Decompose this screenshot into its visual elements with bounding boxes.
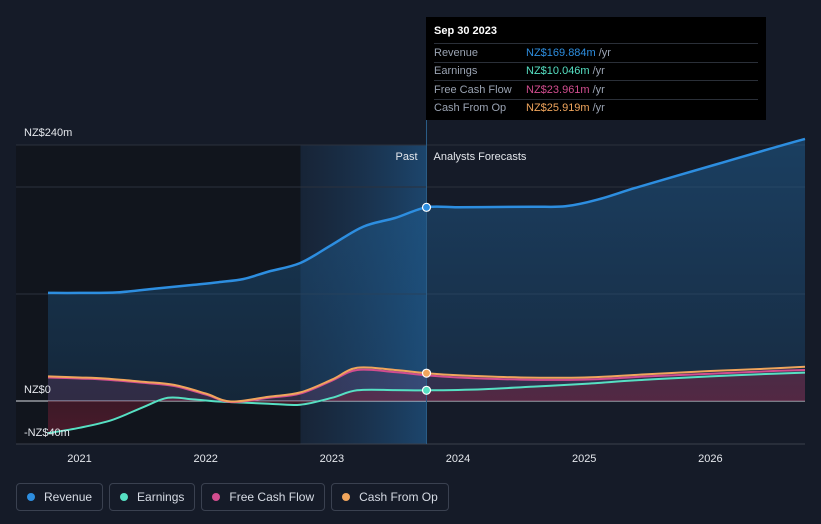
x-tick-2026: 2026	[698, 453, 722, 465]
highlight-dot-cash-from-op	[421, 368, 432, 378]
tooltip-value: NZ$10.046m	[526, 65, 590, 78]
series-line-revenue	[47, 137, 806, 295]
x-tick-2022: 2022	[193, 453, 217, 465]
tooltip-date: Sep 30 2023	[434, 25, 497, 37]
legend-dot-icon	[120, 493, 129, 501]
tooltip-unit: /yr	[592, 102, 605, 115]
y-axis-label-bottom: -NZ$40m	[24, 427, 70, 439]
tooltip-unit: /yr	[592, 65, 605, 78]
tooltip-label: Cash From Op	[434, 102, 507, 115]
legend: Revenue Earnings Free Cash Flow Cash From O…	[16, 483, 449, 511]
series-line-cash-from-op	[47, 365, 806, 403]
past-label: Past	[395, 151, 417, 163]
tooltip-value: NZ$169.884m	[526, 46, 596, 59]
tooltip-row-revenue: Revenue NZ$169.884m/yr	[434, 43, 758, 62]
legend-dot-icon	[342, 493, 351, 501]
legend-dot-icon	[212, 493, 221, 501]
tooltip-row-free-cash-flow: Free Cash Flow NZ$23.961m/yr	[434, 80, 758, 99]
tooltip-label: Earnings	[434, 65, 478, 78]
legend-label: Revenue	[44, 490, 93, 504]
legend-item-revenue[interactable]: Revenue	[16, 483, 104, 511]
tooltip-row-cash-from-op: Cash From Op NZ$25.919m/yr	[434, 98, 758, 118]
highlight-dot-revenue	[421, 202, 432, 212]
highlight-dot-earnings	[421, 385, 432, 395]
series-line-free-cash-flow	[47, 368, 806, 404]
tooltip-unit: /yr	[592, 83, 605, 96]
series-line-earnings	[47, 371, 806, 435]
legend-item-free-cash-flow[interactable]: Free Cash Flow	[201, 483, 326, 511]
tooltip-label: Revenue	[434, 46, 479, 59]
tooltip-row-earnings: Earnings NZ$10.046m/yr	[434, 61, 758, 81]
x-tick-2023: 2023	[320, 453, 344, 465]
highlight-dots	[421, 202, 432, 395]
x-tick-2021: 2021	[67, 453, 91, 465]
tooltip-rows: Revenue NZ$169.884m/yr Earnings NZ$10.046m /…	[434, 43, 758, 117]
forecast-label: Analysts Forecasts	[434, 151, 527, 163]
tooltip-value: NZ$25.919m	[526, 102, 590, 115]
legend-item-cash-from-op[interactable]: Cash From Op	[331, 483, 449, 511]
y-axis-label-top: NZ$240m	[24, 127, 72, 139]
legend-label: Cash From Op	[359, 490, 438, 504]
legend-dot-icon	[27, 493, 35, 501]
tooltip-label: Free Cash Flow	[434, 83, 512, 96]
tooltip-unit: /yr	[598, 46, 611, 59]
x-tick-2024: 2024	[446, 453, 470, 465]
x-tick-2025: 2025	[572, 453, 596, 465]
legend-label: Earnings	[137, 490, 185, 504]
legend-item-earnings[interactable]: Earnings	[109, 483, 196, 511]
earnings-area	[48, 372, 805, 434]
tooltip: Sep 30 2023 Revenue NZ$169.884m/yr Earning…	[426, 17, 766, 120]
series-lines	[47, 137, 806, 435]
tooltip-value: NZ$23.961m	[526, 83, 590, 96]
chart: Past Analysts Forecasts NZ$240m NZ$0 -NZ…	[16, 120, 806, 465]
legend-label: Free Cash Flow	[229, 490, 315, 504]
x-axis-ticks: 2021 2022 2023 2024 2025 2026	[67, 453, 722, 465]
y-axis-label-zero: NZ$0	[24, 384, 51, 396]
